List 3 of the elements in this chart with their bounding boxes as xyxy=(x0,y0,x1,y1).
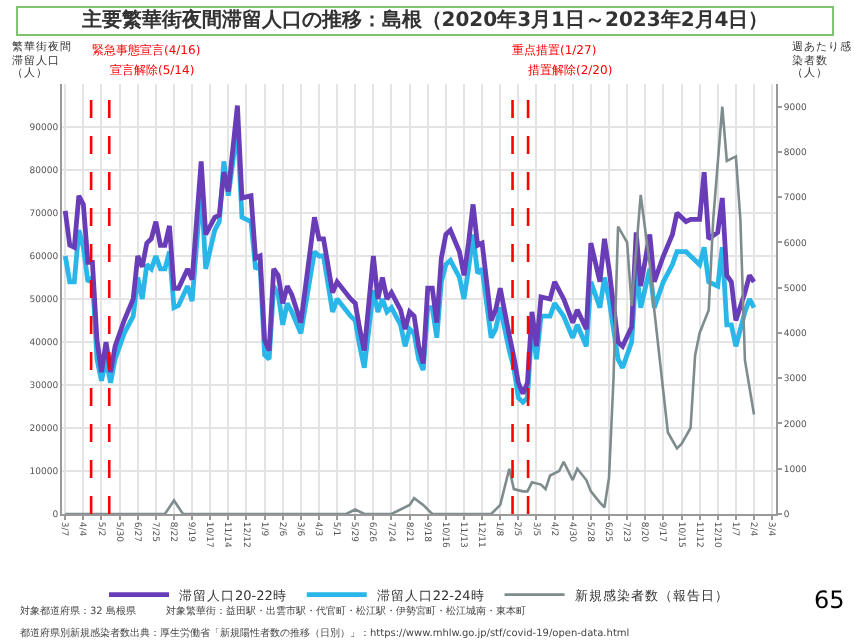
chart-title: 主要繁華街夜間滞留人口の推移：島根（2020年3月1日～2023年2月4日） xyxy=(16,6,834,36)
text: 65 xyxy=(814,586,845,614)
line-series xyxy=(63,105,756,514)
